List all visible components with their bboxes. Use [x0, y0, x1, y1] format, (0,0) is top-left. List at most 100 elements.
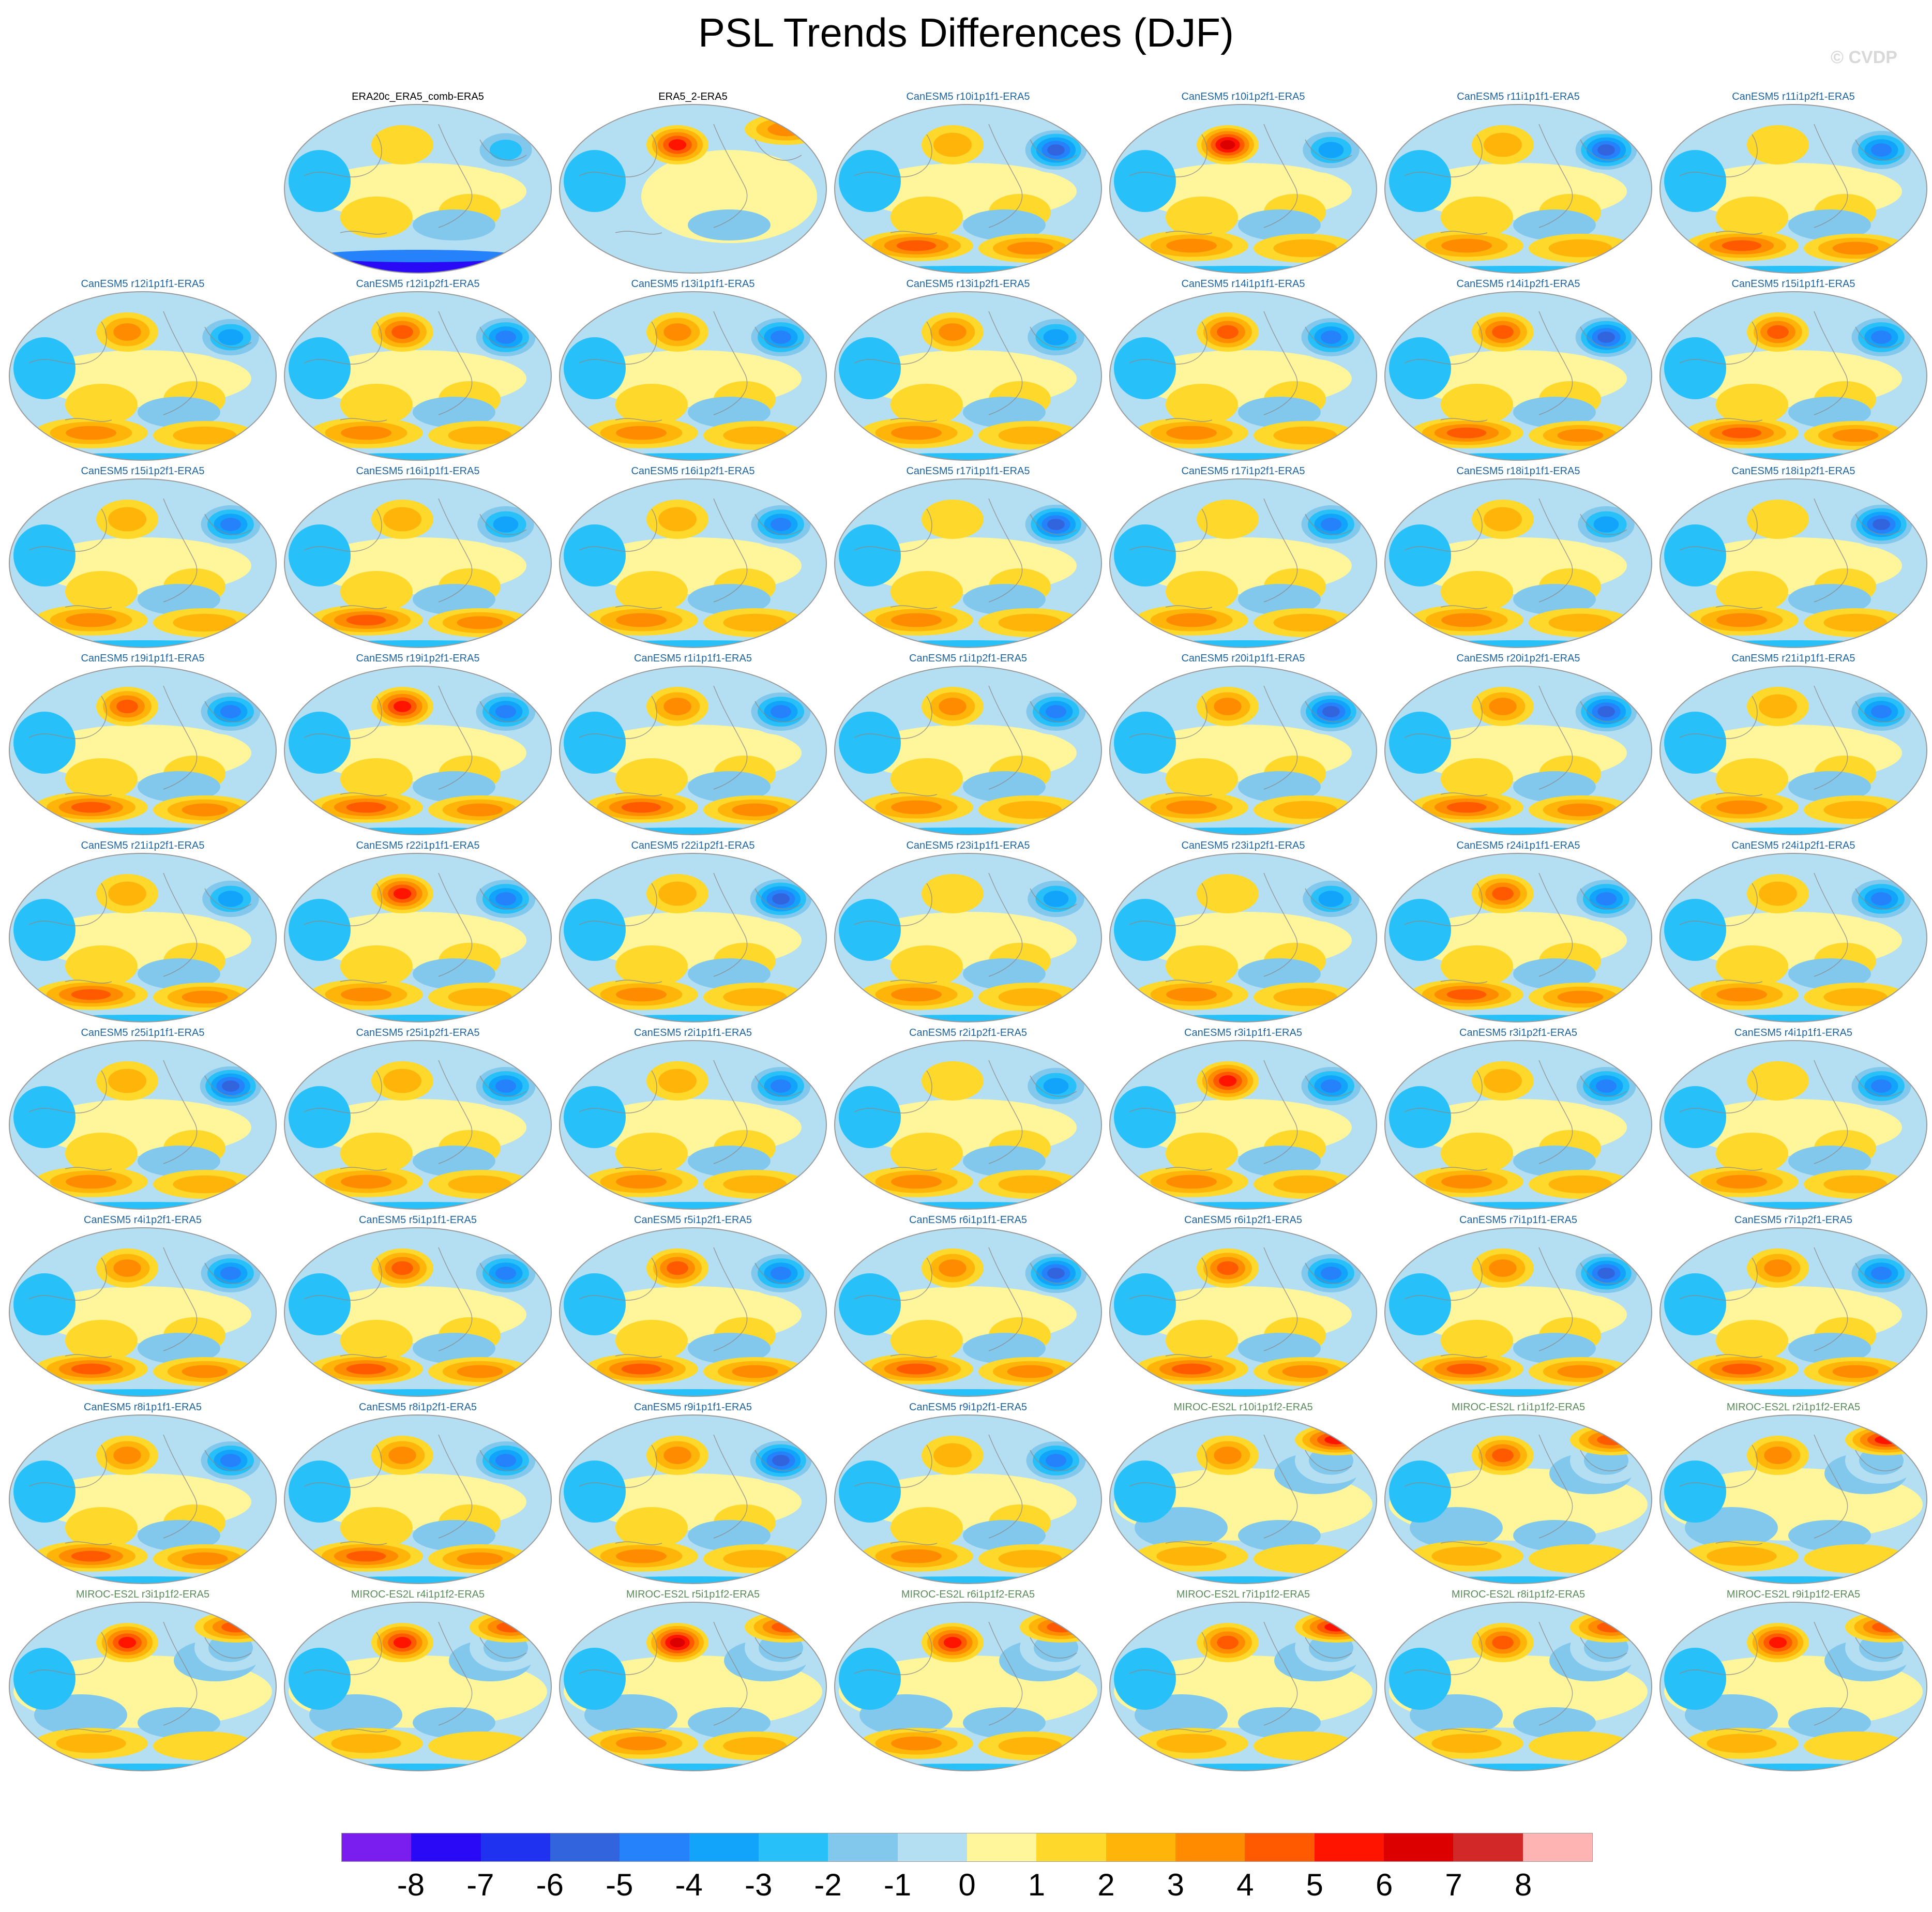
polar-band: [314, 250, 521, 262]
map-panel: CanESM5 r17i1p2f1-ERA5: [1106, 463, 1381, 651]
pacific-field: [1664, 712, 1726, 774]
pacific-field: [688, 584, 771, 615]
map-panel: CanESM5 r13i1p1f1-ERA5: [555, 276, 831, 463]
panel-title: CanESM5 r15i1p2f1-ERA5: [81, 465, 205, 477]
map-panel: CanESM5 r4i1p2f1-ERA5: [5, 1212, 280, 1399]
panel-title: CanESM5 r24i1p1f1-ERA5: [1456, 840, 1580, 851]
map-plot: [834, 1040, 1102, 1210]
map-plot: [1659, 1227, 1927, 1397]
map-panel: CanESM5 r24i1p2f1-ERA5: [1656, 838, 1931, 1025]
map-outline: [1659, 1414, 1927, 1584]
pacific-field: [1513, 397, 1596, 428]
pacific-field: [1513, 1707, 1596, 1738]
north-atlantic-low: [1596, 892, 1617, 906]
pacific-field: [564, 899, 626, 961]
southern-ocean-high: [998, 426, 1062, 445]
map-panel: CanESM5 r9i1p1f1-ERA5: [555, 1399, 831, 1587]
pacific-field: [413, 1146, 495, 1177]
map-plot: [1659, 666, 1927, 835]
subtropic-field: [1441, 758, 1513, 800]
map-plot: [1109, 1602, 1377, 1771]
pacific-field: [1664, 337, 1726, 399]
map-panel: CanESM5 r2i1p1f1-ERA5: [555, 1025, 831, 1212]
panel-title: CanESM5 r18i1p1f1-ERA5: [1456, 465, 1580, 477]
map-panel: CanESM5 r17i1p1f1-ERA5: [831, 463, 1106, 651]
southern-ocean-high: [153, 1732, 256, 1760]
map-outline: [1109, 1602, 1377, 1771]
pacific-field: [1664, 524, 1726, 586]
southern-ocean-high: [1823, 1175, 1888, 1194]
map-panel: ERA5_2-ERA5: [555, 89, 831, 276]
aleutian-high: [1759, 694, 1797, 719]
colorbar-swatch: [828, 1833, 898, 1861]
map-plot: [559, 291, 827, 461]
pacific-field: [1389, 337, 1451, 399]
map-plot: [559, 1414, 827, 1584]
pacific-field: [963, 958, 1046, 989]
coastlines: [304, 1621, 527, 1733]
map-plot: [284, 291, 552, 461]
subtropic-field: [1166, 1320, 1238, 1361]
aleutian-high: [1214, 1447, 1242, 1464]
map-plot: [559, 1040, 827, 1210]
subtropic-field: [340, 1507, 413, 1548]
subtropic-field: [890, 1320, 963, 1361]
southern-ocean-high: [616, 1736, 667, 1751]
aleutian-high: [1484, 1068, 1522, 1093]
coastlines: [854, 124, 1077, 235]
map-panel: CanESM5 r8i1p1f1-ERA5: [5, 1399, 280, 1587]
southern-ocean-high: [1254, 1544, 1357, 1573]
subtropic-field: [340, 571, 413, 612]
pacific-field: [839, 712, 901, 774]
subtropic-field: [615, 758, 688, 800]
north-atlantic-low: [771, 330, 791, 344]
aleutian-high: [663, 698, 691, 715]
map-outline: [1659, 291, 1927, 461]
coastlines: [854, 1434, 1077, 1545]
map-outline: [1659, 104, 1927, 274]
panel-title: MIROC-ES2L r2i1p1f2-ERA5: [1726, 1402, 1861, 1413]
panel-title: CanESM5 r23i1p2f1-ERA5: [1181, 840, 1305, 851]
southern-ocean-high: [173, 1175, 237, 1194]
southern-ocean-high: [1156, 1734, 1227, 1753]
map-panel: CanESM5 r3i1p1f1-ERA5: [1106, 1025, 1381, 1212]
map-panel: CanESM5 r19i1p1f1-ERA5: [5, 651, 280, 838]
map-plot: [1659, 1414, 1927, 1584]
map-panel: CanESM5 r19i1p2f1-ERA5: [280, 651, 555, 838]
coastlines: [1679, 1434, 1903, 1545]
pacific-field: [13, 899, 76, 961]
north-atlantic-low: [1873, 519, 1890, 530]
map-panel: CanESM5 r25i1p1f1-ERA5: [5, 1025, 280, 1212]
subtropic-field: [1716, 571, 1788, 612]
panel-title: CanESM5 r24i1p2f1-ERA5: [1731, 840, 1855, 851]
southern-ocean-high: [1441, 613, 1492, 627]
pacific-field: [963, 1146, 1046, 1177]
coastlines: [28, 1247, 252, 1358]
map-plot: [1109, 1414, 1377, 1584]
pacific-field: [289, 899, 351, 961]
subtropic-field: [890, 384, 963, 425]
map-panel: CanESM5 r1i1p1f1-ERA5: [555, 651, 831, 838]
coastlines: [1129, 311, 1352, 422]
pacific-field: [1114, 524, 1176, 586]
map-panel: CanESM5 r6i1p2f1-ERA5: [1106, 1212, 1381, 1399]
southern-ocean-high: [1707, 1734, 1777, 1753]
southern-ocean-high: [457, 803, 503, 817]
map-outline: [1109, 104, 1377, 274]
map-outline: [834, 291, 1102, 461]
southern-ocean-high: [1171, 1363, 1212, 1375]
colorbar-swatch: [342, 1833, 412, 1861]
panel-title: CanESM5 r22i1p1f1-ERA5: [356, 840, 480, 851]
panel-title: MIROC-ES2L r7i1p1f2-ERA5: [1176, 1589, 1310, 1600]
panel-title: MIROC-ES2L r1i1p1f2-ERA5: [1451, 1402, 1586, 1413]
pacific-field: [1389, 1086, 1451, 1148]
arctic-high: [1597, 1621, 1626, 1633]
pacific-field: [564, 524, 626, 586]
southern-ocean-high: [1832, 429, 1879, 442]
colorbar-swatch: [1314, 1833, 1384, 1861]
pacific-field: [1238, 1520, 1321, 1551]
southern-ocean-high: [457, 616, 503, 629]
pacific-field: [289, 712, 351, 774]
panel-title: MIROC-ES2L r9i1p1f2-ERA5: [1726, 1589, 1861, 1600]
